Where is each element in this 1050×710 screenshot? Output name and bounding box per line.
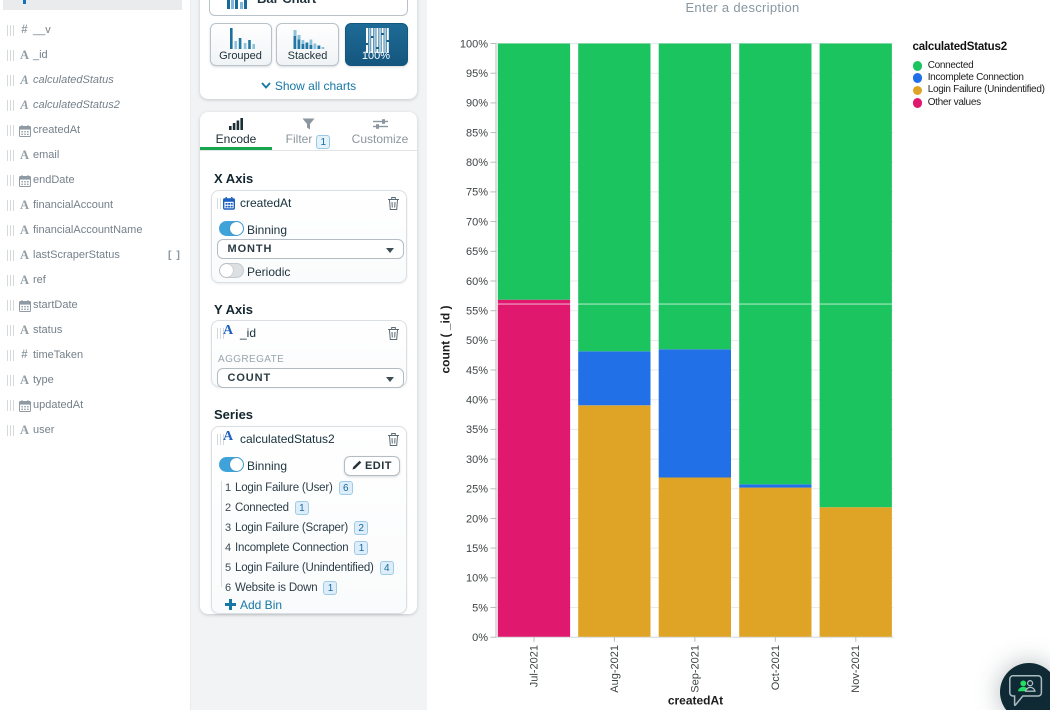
svg-text:50%: 50% (466, 335, 488, 347)
svg-text:75%: 75% (466, 187, 488, 199)
svg-text:0%: 0% (472, 632, 488, 644)
svg-text:30%: 30% (466, 454, 488, 466)
svg-text:35%: 35% (466, 424, 488, 436)
svg-text:Sep-2021: Sep-2021 (689, 645, 701, 693)
svg-text:45%: 45% (466, 365, 488, 377)
svg-text:95%: 95% (466, 68, 488, 80)
svg-text:100%: 100% (460, 38, 488, 50)
svg-text:90%: 90% (466, 98, 488, 110)
svg-text:65%: 65% (466, 246, 488, 258)
svg-text:Nov-2021: Nov-2021 (850, 645, 862, 693)
svg-text:Jul-2021: Jul-2021 (529, 645, 541, 687)
svg-text:20%: 20% (466, 513, 488, 525)
svg-text:70%: 70% (466, 216, 488, 228)
svg-text:count ( _id ): count ( _id ) (439, 306, 453, 374)
svg-text:15%: 15% (466, 543, 488, 555)
svg-text:Oct-2021: Oct-2021 (770, 645, 782, 690)
svg-text:25%: 25% (466, 484, 488, 496)
svg-text:5%: 5% (472, 602, 488, 614)
svg-text:80%: 80% (466, 157, 488, 169)
svg-text:60%: 60% (466, 276, 488, 288)
svg-text:85%: 85% (466, 127, 488, 139)
svg-text:40%: 40% (466, 395, 488, 407)
svg-text:Aug-2021: Aug-2021 (609, 645, 621, 693)
svg-text:55%: 55% (466, 306, 488, 318)
svg-text:createdAt: createdAt (668, 694, 723, 708)
svg-text:10%: 10% (466, 573, 488, 585)
